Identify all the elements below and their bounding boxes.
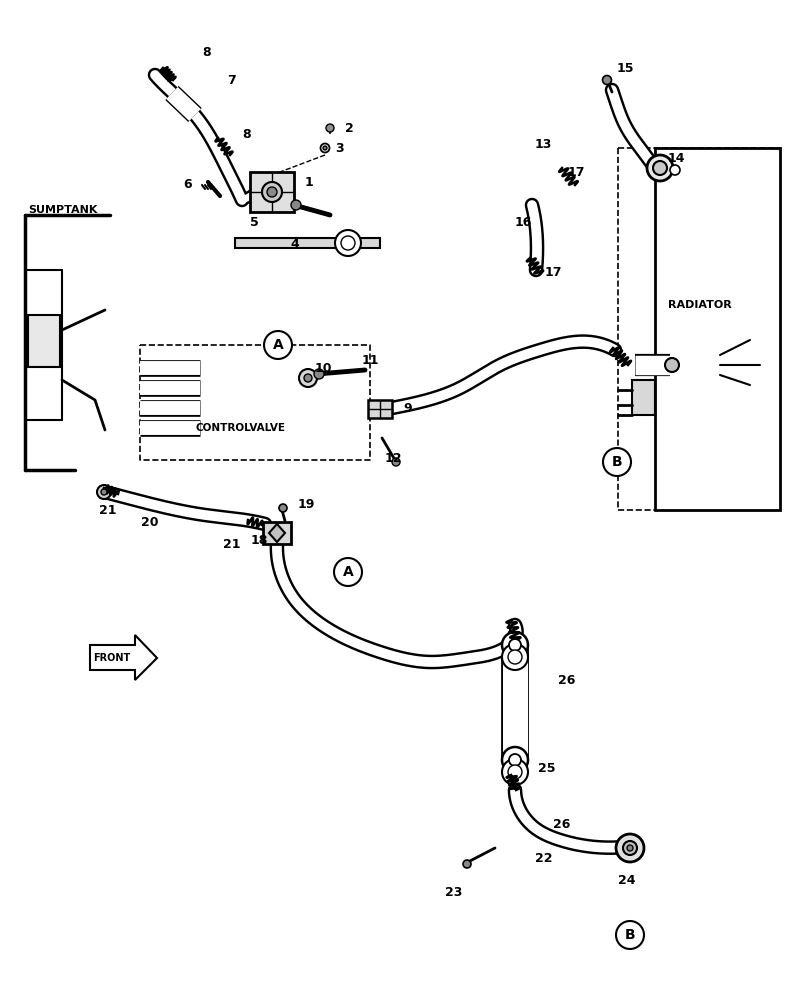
Text: 23: 23 — [445, 886, 462, 898]
Circle shape — [509, 639, 521, 651]
Circle shape — [603, 76, 611, 85]
Text: 8: 8 — [243, 128, 252, 141]
Bar — [655, 148, 780, 510]
Polygon shape — [235, 238, 380, 248]
Circle shape — [279, 504, 287, 512]
Circle shape — [508, 650, 522, 664]
Circle shape — [101, 489, 107, 495]
Text: 26: 26 — [558, 674, 576, 686]
Circle shape — [341, 236, 355, 250]
Text: FRONT: FRONT — [93, 653, 131, 663]
Text: CONTROLVALVE: CONTROLVALVE — [195, 423, 285, 433]
Text: 14: 14 — [668, 151, 685, 164]
Text: B: B — [625, 928, 635, 942]
Polygon shape — [269, 524, 285, 542]
Bar — [263, 522, 291, 544]
Text: 10: 10 — [315, 361, 333, 374]
Circle shape — [264, 331, 292, 359]
Text: RADIATOR: RADIATOR — [668, 300, 732, 310]
Polygon shape — [90, 635, 157, 680]
Circle shape — [623, 841, 637, 855]
Text: 9: 9 — [404, 401, 412, 414]
Text: 7: 7 — [228, 74, 236, 87]
Circle shape — [603, 448, 631, 476]
Circle shape — [647, 155, 673, 181]
Text: 18: 18 — [251, 534, 268, 546]
Text: 13: 13 — [535, 138, 552, 151]
Circle shape — [291, 200, 301, 210]
Text: 5: 5 — [250, 216, 259, 229]
Text: SUMPTANK: SUMPTANK — [28, 205, 97, 215]
Text: 8: 8 — [203, 45, 211, 58]
Text: 4: 4 — [291, 237, 299, 250]
Circle shape — [304, 374, 312, 382]
Circle shape — [502, 644, 528, 670]
Text: 1: 1 — [305, 176, 314, 190]
Circle shape — [97, 485, 111, 499]
Text: 16: 16 — [515, 216, 532, 229]
Text: 26: 26 — [553, 818, 571, 832]
Circle shape — [463, 860, 471, 868]
Text: 11: 11 — [362, 354, 380, 366]
Circle shape — [502, 747, 528, 773]
Text: A: A — [272, 338, 283, 352]
Bar — [250, 172, 294, 212]
Bar — [28, 315, 60, 367]
Circle shape — [616, 834, 644, 862]
Bar — [632, 380, 655, 415]
Text: B: B — [611, 455, 622, 469]
Text: 15: 15 — [616, 62, 634, 75]
Text: 20: 20 — [141, 516, 158, 528]
Text: 19: 19 — [298, 498, 315, 512]
Circle shape — [627, 845, 633, 851]
Circle shape — [267, 187, 277, 197]
Circle shape — [314, 369, 324, 379]
Circle shape — [502, 759, 528, 785]
Text: 2: 2 — [345, 121, 353, 134]
Text: 6: 6 — [183, 178, 192, 192]
Circle shape — [326, 124, 334, 132]
Text: 12: 12 — [385, 452, 403, 464]
Circle shape — [502, 632, 528, 658]
Text: 25: 25 — [538, 762, 556, 774]
Circle shape — [335, 230, 361, 256]
Circle shape — [653, 161, 667, 175]
Circle shape — [262, 182, 282, 202]
Text: 17: 17 — [568, 165, 586, 178]
Circle shape — [323, 146, 327, 150]
Text: A: A — [342, 565, 353, 579]
Circle shape — [509, 754, 521, 766]
Circle shape — [508, 765, 522, 779]
Bar — [368, 400, 392, 418]
Circle shape — [299, 369, 317, 387]
Circle shape — [392, 458, 400, 466]
Text: 17: 17 — [545, 265, 563, 278]
Circle shape — [334, 558, 362, 586]
Circle shape — [321, 143, 330, 152]
Circle shape — [616, 921, 644, 949]
Text: 3: 3 — [335, 141, 344, 154]
Text: 22: 22 — [535, 852, 552, 864]
Text: 24: 24 — [618, 874, 635, 886]
Circle shape — [665, 358, 679, 372]
Text: 21: 21 — [100, 504, 117, 516]
Circle shape — [670, 165, 680, 175]
Text: 21: 21 — [223, 538, 240, 552]
